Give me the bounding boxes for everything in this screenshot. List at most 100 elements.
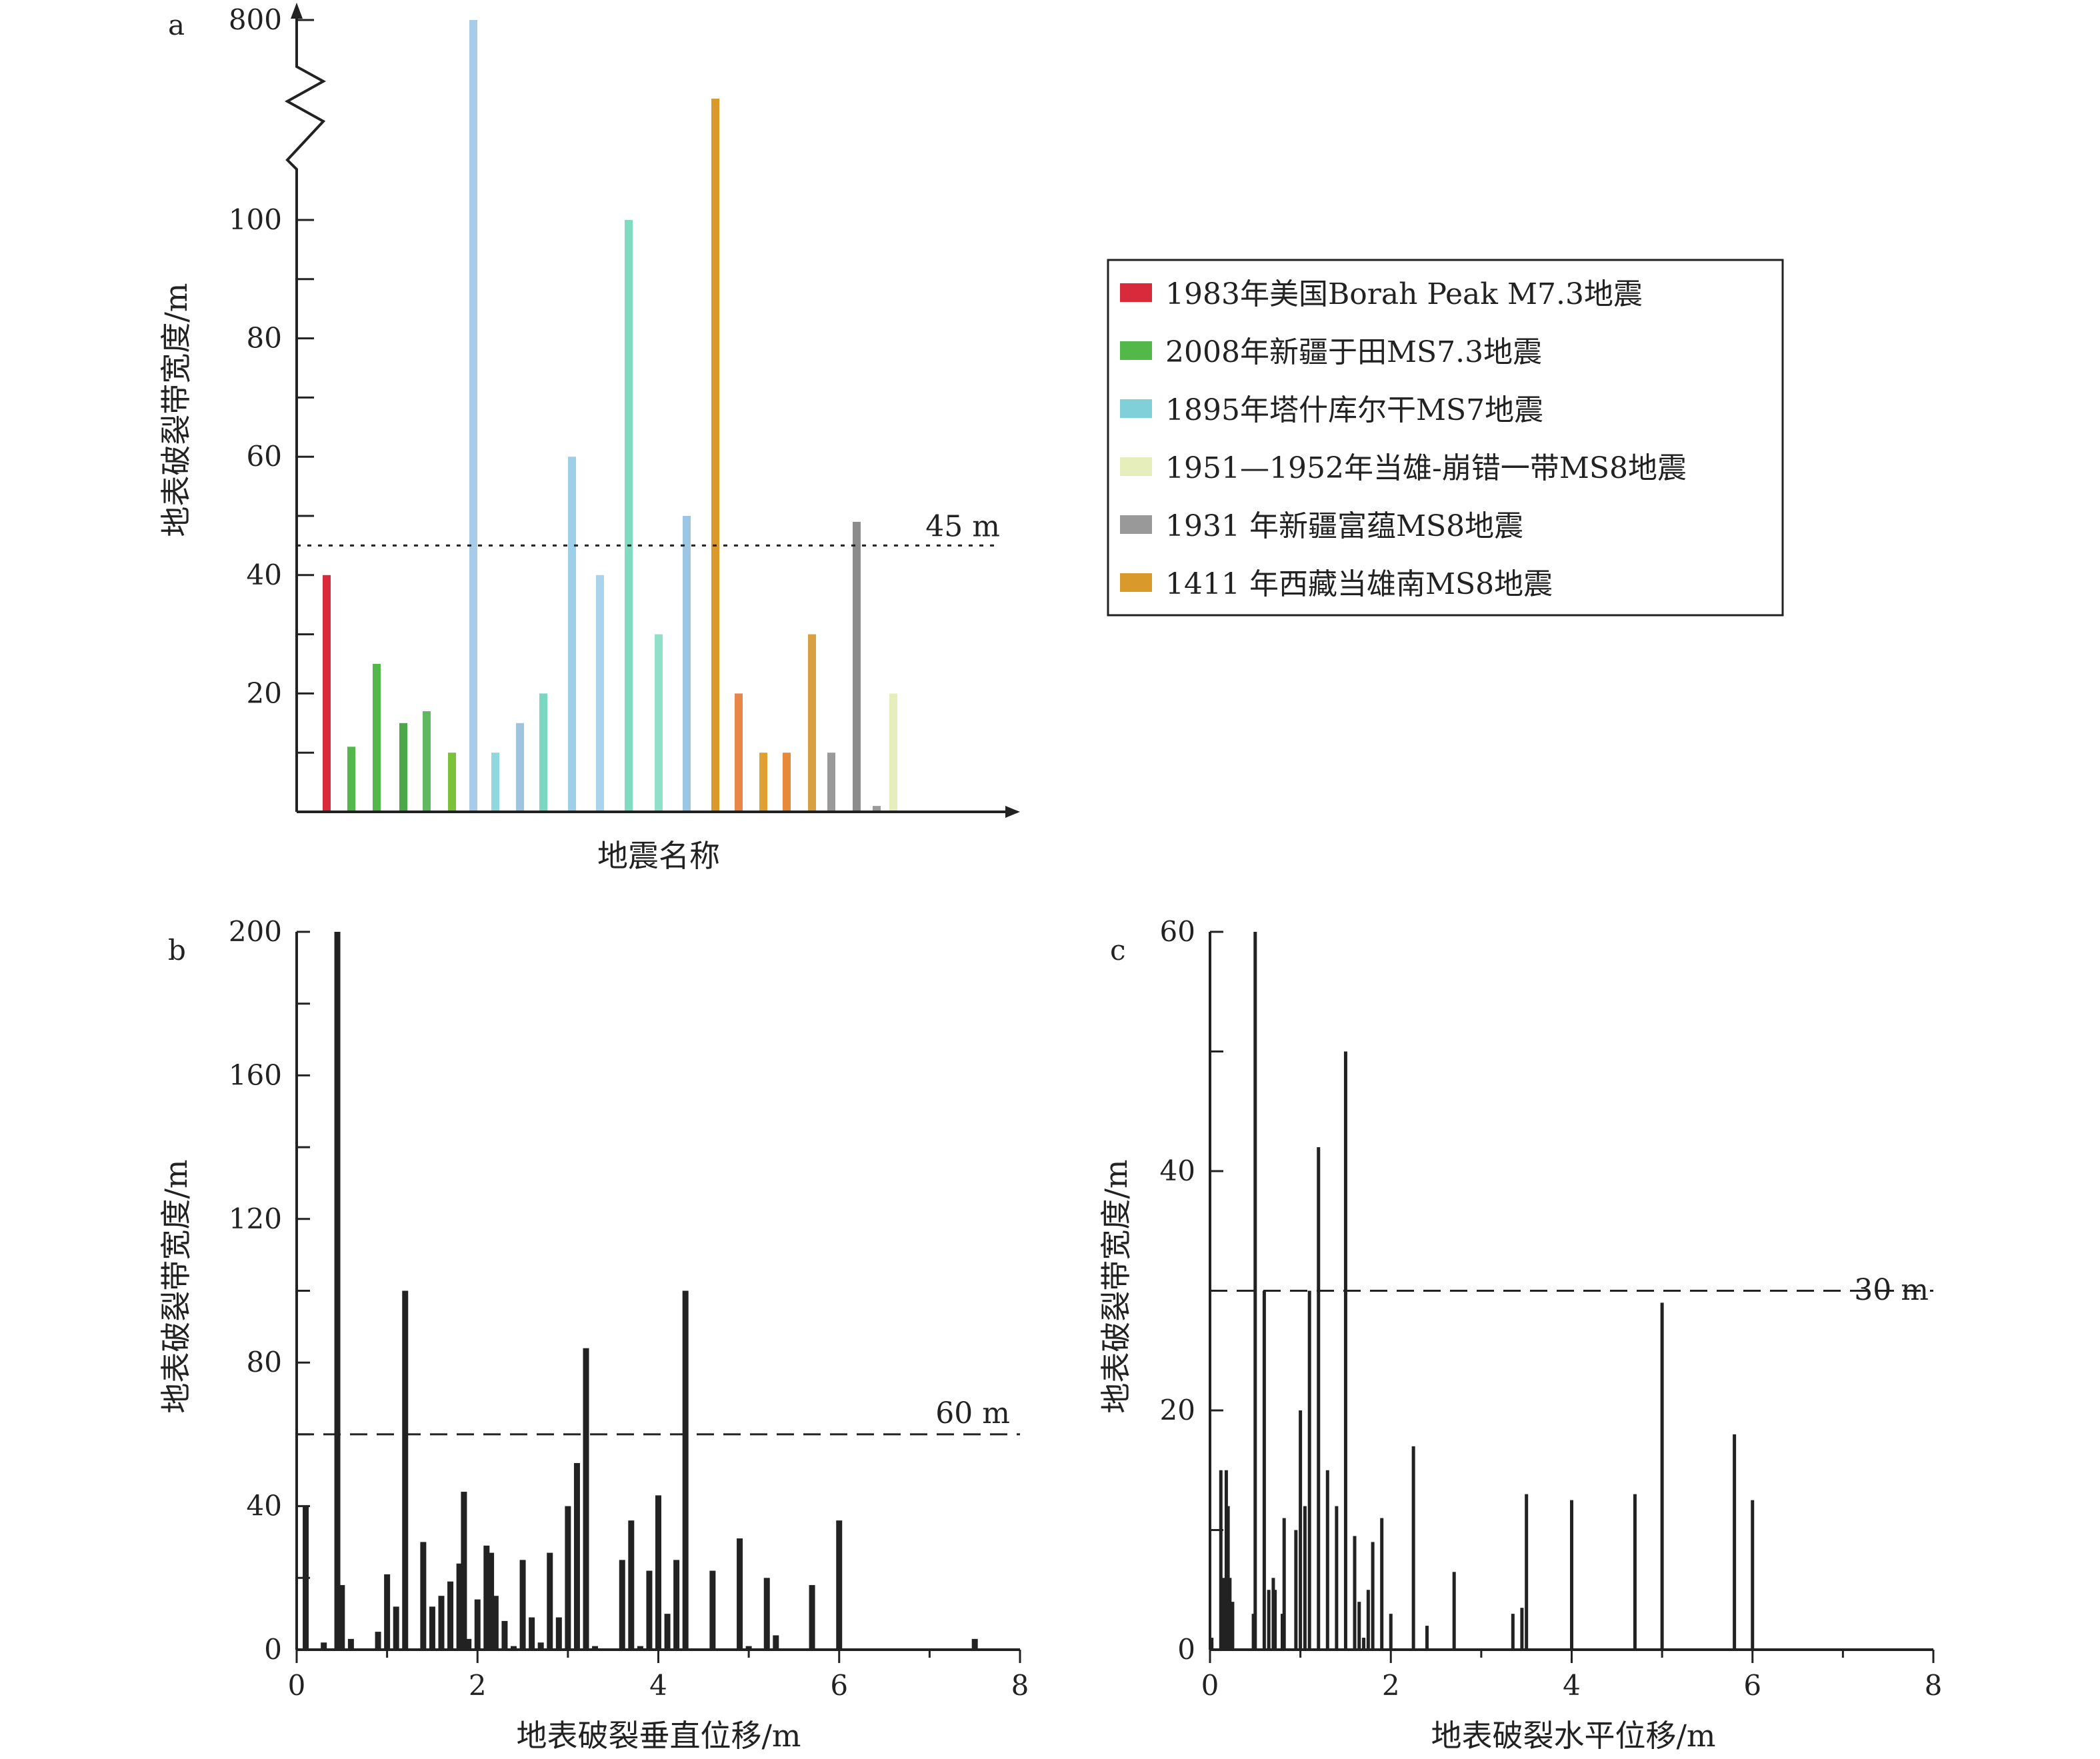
panel-b-y-tick-label: 120 (229, 1202, 282, 1235)
panel-c-y-tick-label: 60 (1160, 915, 1195, 948)
panel-a-bar (323, 575, 331, 812)
panel-b-bar (745, 1646, 752, 1650)
panel-c-bar (1525, 1494, 1529, 1650)
panel-a-axes (284, 3, 1020, 818)
panel-c-bar (1224, 1470, 1228, 1650)
panel-a-bar (827, 753, 835, 812)
panel-c-bar (1660, 1302, 1664, 1650)
panel-b-x-tick-label: 2 (469, 1669, 487, 1702)
panel-b-bar (682, 1290, 689, 1650)
panel-a-y-tick-label: 40 (247, 559, 282, 591)
panel-b-bar (438, 1596, 445, 1650)
panel-b-bar (483, 1545, 490, 1650)
panel-b-bars (303, 932, 978, 1650)
panel-b-bar (646, 1570, 653, 1650)
panel-b-bar (709, 1570, 716, 1650)
panel-a-y-axis-title: 地表破裂带宽度/m (158, 283, 194, 537)
legend-label-borah-peak: 1983年美国Borah Peak M7.3地震 (1165, 277, 1643, 311)
legend-label-damxung-bengco: 1951—1952年当雄-崩错一带MS8地震 (1165, 451, 1687, 485)
legend-swatch-borah-peak (1120, 283, 1152, 302)
panel-a-axis-break (284, 13, 327, 175)
panel-b-bar (547, 1552, 553, 1650)
panel-c-x-tick-label: 8 (1925, 1669, 1943, 1702)
panel-c-bar (1253, 932, 1257, 1650)
panel-c-bar (1570, 1500, 1573, 1650)
legend-swatch-tashkurgan (1120, 399, 1152, 418)
panel-c-bar (1262, 1290, 1266, 1650)
panel-b-bar (511, 1646, 517, 1650)
panel-b-bar (501, 1620, 508, 1650)
panel-c-bar (1520, 1608, 1524, 1650)
panel-b-y-tick-label: 40 (247, 1490, 282, 1522)
panel-a-bar (491, 753, 499, 812)
panel-a-bar (347, 747, 355, 812)
panel-c-bar (1511, 1614, 1515, 1650)
panel-b-bar (347, 1638, 354, 1650)
panel-c-bar (1221, 1578, 1225, 1650)
panel-c-bar (1251, 1614, 1255, 1650)
panel-b-bar (809, 1585, 815, 1650)
legend-frame (1107, 259, 1784, 617)
panel-c-x-ticks: 0 2 4 6 8 (1201, 1650, 1943, 1702)
panel-b-label: b (168, 934, 186, 966)
panel-a-y-tick-label: 80 (247, 322, 282, 355)
panel-b-bar (488, 1552, 495, 1650)
panel-a-bar (423, 711, 431, 812)
panel-a-bar (373, 664, 381, 812)
panel-a-bar (655, 634, 663, 812)
legend-label-fuyun: 1931 年新疆富蕴MS8地震 (1165, 509, 1523, 543)
panel-c-bar (1299, 1410, 1303, 1650)
panel-b-bar (447, 1581, 454, 1650)
panel-b-bar (519, 1560, 526, 1650)
panel-c-bar (1282, 1518, 1286, 1650)
panel-b-x-tick-label: 6 (830, 1669, 848, 1702)
panel-c-bar (1210, 1638, 1214, 1650)
panel-b-chart: b 0 2 4 6 8 0 40 80 120 160 200 60 m 地表破裂垂直位移/m 地… (158, 915, 1029, 1754)
panel-b-bar (673, 1560, 680, 1650)
panel-a-bar (735, 693, 743, 812)
panel-b-bar (655, 1495, 661, 1650)
panel-b-bar (573, 1462, 580, 1650)
panel-c-bar (1325, 1470, 1329, 1650)
panel-a-bar (783, 753, 791, 812)
panel-b-y-axis-title: 地表破裂带宽度/m (158, 1159, 194, 1413)
panel-b-bar (637, 1646, 643, 1650)
panel-b-bar (737, 1538, 743, 1650)
panel-a-y-tick-label: 800 (229, 3, 282, 36)
panel-b-bar (492, 1596, 499, 1650)
panel-c-bar (1281, 1614, 1284, 1650)
panel-a-bar (596, 575, 604, 812)
panel-c-bar (1633, 1494, 1637, 1650)
panel-b-y-tick-label: 200 (229, 915, 282, 948)
panel-b-bar (420, 1542, 427, 1650)
panel-b-reference-label: 60 m (935, 1396, 1010, 1430)
legend-swatch-fuyun (1120, 515, 1152, 534)
panel-c-bar (1307, 1290, 1311, 1650)
panel-b-x-ticks: 0 2 4 6 8 (288, 1650, 1029, 1702)
panel-c-y-ticks: 0 20 40 60 (1160, 915, 1223, 1666)
panel-b-x-axis-title: 地表破裂垂直位移/m (516, 1718, 801, 1754)
panel-a-bar (539, 693, 547, 812)
panel-c-bar (1335, 1506, 1339, 1650)
panel-b-bar (429, 1606, 435, 1650)
panel-b-bar (375, 1632, 381, 1650)
panel-c-bars (1210, 932, 1755, 1650)
panel-b-bar (402, 1290, 409, 1650)
panel-b-y-tick-label: 160 (229, 1058, 282, 1091)
panel-c-y-tick-label: 0 (1177, 1633, 1195, 1666)
panel-b-y-tick-label: 0 (264, 1633, 282, 1666)
panel-c-bar (1452, 1572, 1456, 1650)
panel-b-x-tick-label: 0 (288, 1669, 306, 1702)
panel-a-label: a (168, 9, 185, 41)
panel-a-y-axis-arrow (291, 3, 303, 19)
panel-b-x-tick-label: 8 (1011, 1669, 1029, 1702)
panel-b-bar (971, 1638, 978, 1650)
panel-c-bar (1231, 1602, 1235, 1650)
panel-c-reference-label: 30 m (1854, 1273, 1929, 1307)
legend-swatch-yutian (1120, 341, 1152, 360)
panel-b-bar (628, 1520, 635, 1650)
panel-c-bar (1362, 1638, 1366, 1650)
panel-c-y-tick-label: 20 (1160, 1394, 1195, 1426)
panel-b-bar (339, 1585, 345, 1650)
